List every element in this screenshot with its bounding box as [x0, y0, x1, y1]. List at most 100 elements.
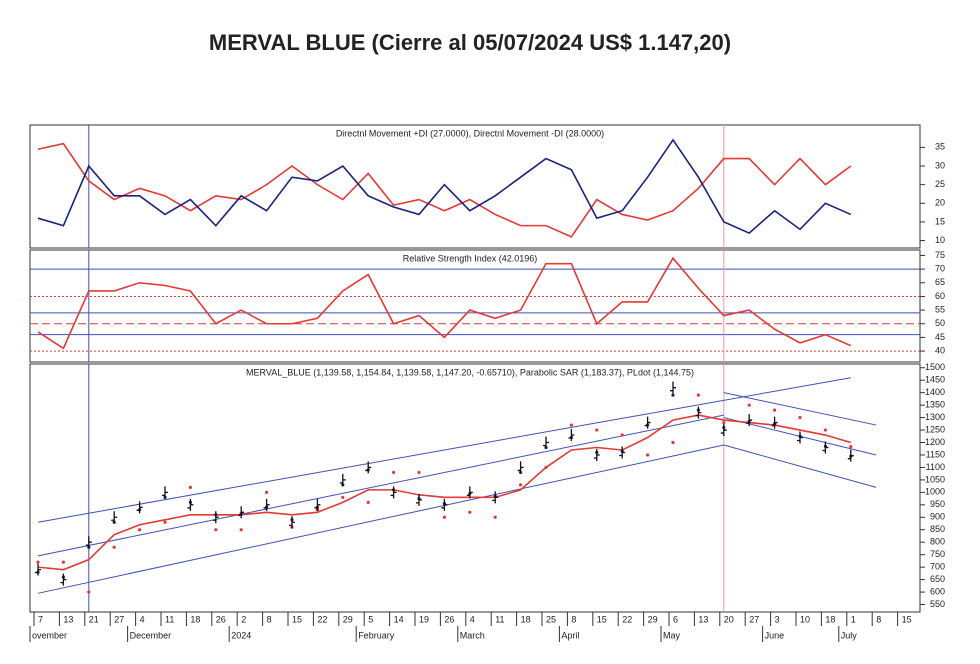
series-dot [696, 393, 701, 397]
y-tick-label: 1500 [925, 362, 945, 372]
price-bar [441, 498, 448, 511]
price-bar [619, 446, 626, 459]
y-tick-label: 10 [935, 235, 945, 245]
price-bar [187, 498, 194, 511]
month-label: ovember [32, 630, 67, 640]
y-tick-label: 45 [935, 332, 945, 342]
y-tick-label: 25 [935, 179, 945, 189]
series-dot [341, 495, 345, 499]
price-bar [644, 416, 651, 429]
month-label: February [358, 630, 395, 640]
x-tick-label: 29 [648, 614, 658, 624]
price-bar [720, 424, 727, 437]
x-tick-label: 26 [216, 614, 226, 624]
y-tick-label: 1000 [925, 487, 945, 497]
series-dot [544, 465, 548, 470]
price-bar [593, 448, 600, 461]
y-tick-label: 800 [930, 537, 945, 547]
series-line [37, 142, 852, 238]
y-tick-label: 1150 [926, 449, 945, 459]
series-line [37, 414, 852, 571]
x-tick-label: 13 [698, 614, 708, 624]
price-bar [847, 449, 854, 462]
x-tick-label: 22 [622, 614, 632, 624]
series-dot [112, 545, 116, 549]
series-dot [620, 433, 624, 437]
price-bar [390, 486, 397, 499]
price-bar [797, 431, 803, 444]
x-tick-label: 14 [394, 614, 404, 624]
price-bar [543, 436, 549, 449]
series-dot [646, 453, 650, 457]
price-bar [466, 486, 473, 499]
price-bar [492, 491, 499, 504]
month-label: June [765, 630, 785, 640]
month-label: 2024 [231, 630, 251, 640]
price-bar [365, 461, 372, 474]
price-bar [238, 506, 245, 519]
month-label: May [663, 630, 681, 640]
y-tick-label: 40 [935, 345, 945, 355]
x-tick-label: 8 [267, 614, 272, 624]
y-tick-label: 700 [930, 562, 945, 572]
series-dot [239, 528, 243, 532]
y-tick-label: 65 [935, 277, 945, 287]
x-tick-label: 15 [902, 614, 912, 624]
x-tick-label: 15 [597, 614, 607, 624]
x-tick-label: 29 [343, 614, 353, 624]
x-tick-label: 11 [495, 614, 504, 624]
x-tick-label: 6 [673, 614, 678, 624]
y-tick-label: 1350 [925, 400, 945, 410]
x-tick-label: 8 [571, 614, 576, 624]
y-tick-label: 950 [930, 499, 945, 509]
x-tick-label: 20 [724, 614, 734, 624]
y-tick-label: 60 [935, 291, 945, 301]
y-tick-label: 55 [935, 304, 945, 314]
trend-channel [37, 414, 724, 557]
x-tick-label: 27 [749, 614, 759, 624]
month-label: April [561, 630, 579, 640]
series-dot [722, 420, 726, 425]
price-bar [289, 516, 295, 529]
x-tick-label: 5 [368, 614, 373, 624]
price-bar [136, 501, 143, 514]
series-dot [417, 470, 421, 475]
plot-area [30, 250, 920, 362]
series-dot [747, 403, 751, 407]
y-tick-label: 1250 [925, 424, 945, 434]
x-tick-label: 27 [114, 614, 124, 624]
y-tick-label: 750 [930, 549, 945, 559]
trend-channel [37, 377, 851, 523]
price-bar [212, 511, 219, 524]
y-tick-label: 650 [930, 574, 945, 584]
panel-frame [29, 363, 921, 613]
month-label: December [130, 630, 172, 640]
x-tick-label: 4 [470, 614, 475, 624]
panel-frame [29, 124, 921, 249]
series-dot [163, 520, 167, 524]
month-label: July [841, 630, 858, 640]
x-tick-label: 15 [292, 614, 302, 624]
x-tick-label: 3 [775, 614, 780, 624]
y-tick-label: 1050 [925, 474, 945, 484]
page-title: MERVAL BLUE (Cierre al 05/07/2024 US$ 1.… [209, 30, 731, 55]
series-dot [671, 440, 675, 445]
x-tick-label: 18 [521, 614, 531, 624]
price-bar [771, 416, 778, 429]
trend-channel [723, 444, 877, 488]
x-tick-label: 18 [190, 614, 200, 624]
price-bar [314, 498, 321, 511]
series-dot [519, 483, 523, 487]
y-tick-label: 1300 [925, 412, 945, 422]
y-tick-label: 1100 [926, 462, 945, 472]
series-dot [442, 515, 446, 519]
series-dot [366, 500, 370, 504]
series-dot [468, 510, 472, 514]
series-dot [214, 528, 218, 532]
series-dot [188, 485, 192, 489]
plot-area [35, 364, 877, 612]
series-dot [773, 408, 777, 412]
x-tick-label: 8 [876, 614, 881, 624]
series-dot [265, 490, 269, 494]
